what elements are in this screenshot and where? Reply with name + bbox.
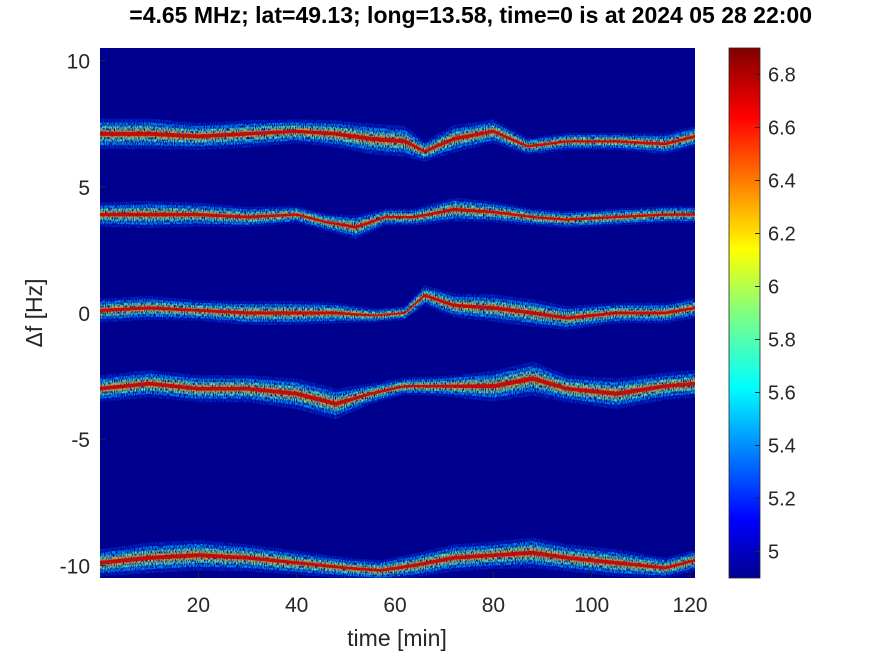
band-1-layer-3 (100, 206, 695, 231)
y-tick-label-2: 0 (78, 303, 90, 326)
plot-axes: 20 40 60 80 100 120 -10 -5 0 5 10 (60, 51, 708, 617)
x-tick-label-2: 60 (383, 594, 406, 617)
colorbar-tick-label-1: 5.2 (768, 489, 796, 511)
colorbar-tick-label-2: 5.4 (768, 436, 796, 458)
colorbar-tick-label-6: 6.2 (768, 224, 796, 246)
y-tick-label-4: 10 (67, 51, 90, 74)
colorbar-tick-label-3: 5.6 (768, 383, 796, 405)
band-0-layer-4 (100, 129, 695, 153)
colorbar-tick-label-8: 6.6 (768, 118, 796, 140)
x-tick-label-3: 80 (482, 594, 505, 617)
band-1-layer-4 (100, 207, 695, 229)
band-2-layer-4 (100, 294, 695, 320)
colorbar-tick-label-9: 6.8 (768, 65, 796, 87)
band-4 (100, 537, 695, 578)
colorbar-tick-label-5: 6 (768, 277, 779, 299)
chart-title: =4.65 MHz; lat=49.13; long=13.58, time=0… (0, 2, 875, 32)
band-1 (100, 197, 695, 240)
x-axis-label: time [min] (347, 625, 447, 651)
x-tick-label-0: 20 (187, 594, 210, 617)
y-axis-label: Δf [Hz] (21, 278, 47, 347)
x-tick-label-5: 120 (673, 594, 708, 617)
band-2 (100, 285, 695, 330)
y-tick-label-3: 5 (78, 177, 90, 200)
heatmap-bands (100, 118, 695, 578)
colorbar (728, 47, 761, 579)
band-0 (100, 118, 695, 162)
colorbar-tick-label-0: 5 (768, 542, 779, 564)
chart-title-text: =4.65 MHz; lat=49.13; long=13.58, time=0… (129, 2, 812, 28)
band-4-layer-4 (100, 550, 695, 572)
colorbar-tick-label-7: 6.4 (768, 171, 796, 193)
band-3 (100, 361, 695, 420)
y-tick-label-1: -5 (71, 429, 90, 452)
colorbar-tick-label-4: 5.8 (768, 330, 796, 352)
band-3-layer-4 (100, 376, 695, 406)
y-tick-label-0: -10 (60, 555, 90, 578)
x-tick-label-1: 40 (285, 594, 308, 617)
colorbar-ticks: 5 5.2 5.4 5.6 5.8 6 6.2 6.4 6.6 6.8 (755, 65, 796, 564)
x-tick-label-4: 100 (574, 594, 609, 617)
